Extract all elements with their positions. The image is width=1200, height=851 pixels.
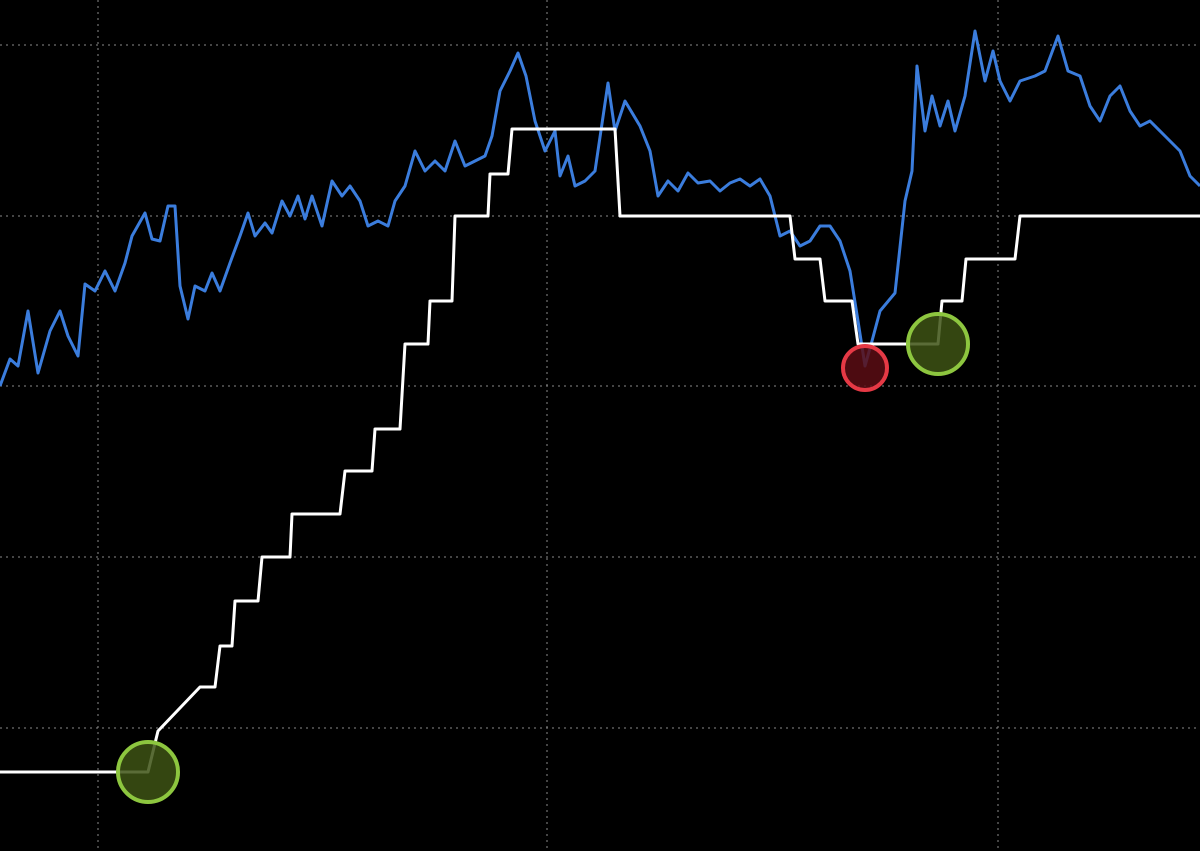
data-line [0, 127, 1200, 774]
data-line [0, 29, 1200, 387]
signal-marker [906, 312, 970, 376]
signal-marker [841, 344, 889, 392]
signal-marker [116, 740, 180, 804]
